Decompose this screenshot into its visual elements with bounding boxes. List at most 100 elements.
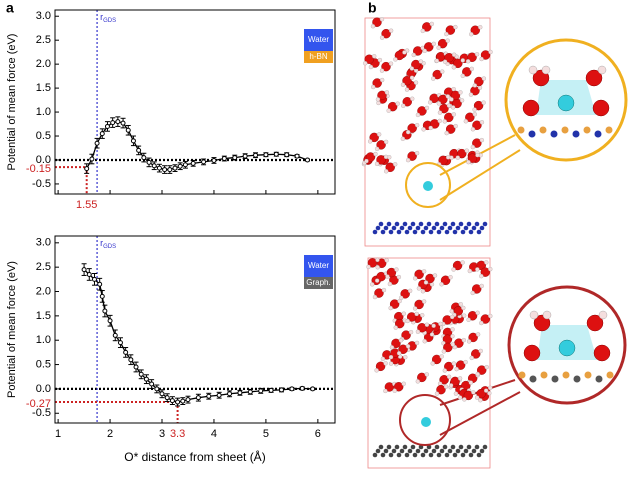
data-point [156,165,162,171]
atom [420,289,426,294]
sheet-atom [482,221,488,227]
sheet-atom [404,452,410,458]
data-point [195,395,201,401]
sheet-atom [415,448,421,454]
data-point [91,276,97,282]
sheet-atom [431,448,437,454]
atom [480,267,490,277]
ion [423,181,433,191]
atom [412,306,418,311]
atom [451,65,456,70]
y-tick-label: 2.0 [36,285,51,297]
atom [406,312,417,322]
data-point [99,293,105,299]
atom [439,375,449,385]
atom [437,38,448,49]
data-point [97,281,103,287]
data-point [304,157,310,163]
atom [392,388,397,393]
atom [466,317,471,322]
atom [434,391,440,396]
sheet-atom [383,225,389,231]
marker-x-label: 1.55 [76,199,97,211]
atom [425,273,435,284]
atom [455,360,466,370]
legend-swatch [304,255,333,277]
atom [454,366,459,372]
y-tick-label: 1.5 [36,82,51,94]
atom [393,162,398,167]
atom [372,54,377,59]
atom [375,97,381,102]
atom [370,24,376,29]
atom [431,41,436,46]
data-point [125,127,131,133]
atom [450,314,455,320]
sheet-atom [391,448,397,454]
data-point [84,166,90,172]
y-axis-label: Potential of mean force (eV) [6,261,18,398]
sheet-atom [583,126,591,134]
ion [558,339,576,357]
atom [395,318,405,329]
data-point [182,162,188,168]
atom [464,148,469,153]
atom [388,354,394,360]
atom [394,267,399,272]
atom [439,282,444,287]
atom [481,100,486,105]
y-tick-label: 1.5 [36,310,51,322]
x-tick-label: 5 [263,428,269,440]
atom [388,28,394,33]
sheet-atom [407,225,413,231]
atom [480,50,491,60]
y-tick-label: 2.5 [36,261,51,273]
atom [480,314,491,324]
x-tick-label: 4 [211,428,217,440]
sheet-atom [594,130,602,138]
atom [413,46,423,56]
atom [402,97,412,107]
atom [460,73,465,78]
atom [424,42,434,52]
atom [407,123,417,133]
atom [384,382,395,392]
data-point [151,163,157,169]
atom [388,305,393,311]
sheet-atom [458,221,464,227]
data-point [112,332,118,338]
y-tick-label: 3.0 [36,237,51,249]
atom [443,384,449,389]
atom [478,25,483,30]
atom [384,90,390,95]
atom [438,155,448,166]
atom [395,101,400,106]
sheet-atom [412,229,418,235]
data-point [146,159,152,165]
atom [373,151,378,157]
sheet-atom [418,221,424,227]
atom [475,310,480,315]
atom [457,148,467,159]
atom [483,388,489,393]
sheet-atom [471,448,477,454]
atom [365,152,376,162]
atom [446,103,452,108]
data-point [159,391,165,397]
sheet-atom [372,452,378,458]
atom [478,348,483,354]
atom [417,106,427,116]
atom [439,354,444,359]
atom [476,388,486,399]
sheet-atom [426,444,432,450]
atom [477,365,487,375]
sheet-atom [444,452,450,458]
atom [421,127,426,132]
atom [380,77,385,83]
marker-x-label: 3.3 [170,428,185,440]
sheet-atom [584,371,592,379]
atom [453,123,458,129]
atom [465,112,475,122]
atom [451,361,456,366]
atom [374,146,380,152]
